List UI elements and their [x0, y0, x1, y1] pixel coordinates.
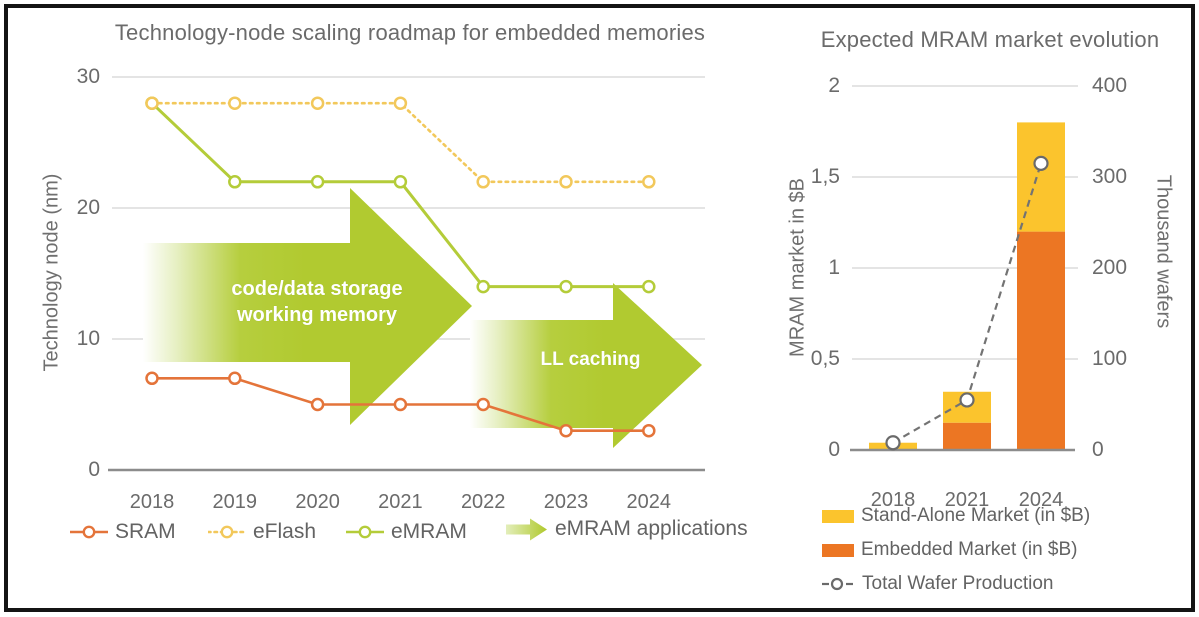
- legend-item-sram: SRAM: [70, 520, 176, 544]
- legend-item-wafer-production: Total Wafer Production: [822, 573, 1054, 595]
- wafer-production-marker-2021: [959, 392, 975, 408]
- series-emram-marker: [476, 279, 490, 294]
- right-chart-x-tick-2024: 2024: [1018, 489, 1064, 511]
- wafer-production-marker-2024: [1033, 155, 1049, 171]
- eflash-line-marker-icon: [208, 525, 246, 539]
- series-eflash-marker: [228, 96, 242, 110]
- right-chart-left-tick-0: 0: [828, 438, 840, 461]
- bar-embedded-2021: [943, 422, 991, 450]
- series-sram-marker: [393, 397, 408, 412]
- y-tick-label-0: 0: [88, 458, 100, 481]
- right-chart-right-tick-200: 200: [1092, 256, 1128, 279]
- left-chart-title: Technology-node scaling roadmap for embe…: [114, 20, 706, 45]
- series-sram-marker: [228, 371, 242, 386]
- x-tick-label-2024: 2024: [626, 491, 672, 513]
- sram-line-marker-icon: [70, 525, 108, 539]
- legend-label-stand-alone: Stand-Alone Market (in $B): [861, 505, 1091, 526]
- right-chart-right-tick-0: 0: [1092, 438, 1104, 461]
- right-chart-right-tick-100: 100: [1092, 347, 1128, 370]
- x-tick-label-2018: 2018: [129, 491, 175, 513]
- legend-label-emram: eMRAM: [391, 520, 467, 543]
- x-tick-label-2020: 2020: [295, 491, 340, 513]
- right-chart-left-tick-1: 1: [828, 256, 840, 279]
- legend-label-sram: SRAM: [115, 520, 176, 543]
- legend-item-eflash: eFlash: [208, 520, 316, 544]
- stand-alone-swatch-icon: [822, 509, 854, 523]
- y-tick-label-20: 20: [76, 196, 100, 219]
- right-chart-x-tick-2021: 2021: [944, 489, 990, 511]
- dashed-line-circle-marker-icon: [822, 577, 853, 591]
- legend-item-stand-alone: Stand-Alone Market (in $B): [822, 505, 1090, 527]
- left-chart-series: [145, 96, 656, 438]
- series-sram-marker: [145, 371, 159, 386]
- right-chart-x-tick-2018: 2018: [870, 489, 916, 511]
- series-eflash-marker: [310, 96, 325, 110]
- legend-label-emram-applications: eMRAM applications: [555, 517, 748, 540]
- emram-line-marker-icon: [346, 525, 384, 539]
- arrow-ll-caching: [470, 283, 702, 448]
- series-eflash-marker: [476, 175, 490, 189]
- series-eflash-marker: [393, 96, 408, 110]
- y-tick-label-30: 30: [76, 65, 100, 88]
- right-chart-left-tick-2: 2: [828, 74, 840, 97]
- left-chart-plot: [108, 76, 705, 472]
- right-chart-title: Expected MRAM market evolution: [820, 27, 1160, 52]
- legend-item-embedded: Embedded Market (in $B): [822, 539, 1078, 561]
- x-tick-label-2019: 2019: [212, 491, 258, 513]
- right-chart-right-tick-400: 400: [1092, 74, 1128, 97]
- green-arrow-icon: [506, 518, 547, 540]
- series-emram-marker: [642, 279, 656, 294]
- x-tick-label-2022: 2022: [460, 491, 506, 513]
- legend-label-eflash: eFlash: [253, 520, 317, 543]
- series-eflash-marker: [642, 175, 656, 189]
- series-sram-marker: [476, 397, 490, 412]
- series-emram-marker: [228, 175, 242, 189]
- series-sram-marker: [559, 423, 573, 438]
- annotation-code-data-storage: code/data storage working memory: [231, 278, 403, 326]
- wafer-production-marker-2018: [885, 435, 901, 451]
- annotation-ll-caching: LL caching: [540, 349, 641, 370]
- x-tick-label-2021: 2021: [378, 491, 423, 513]
- legend-label-wafer-production: Total Wafer Production: [862, 573, 1054, 594]
- series-sram-marker: [310, 397, 325, 412]
- arrow-code-data-storage: [143, 188, 472, 425]
- series-emram-marker: [559, 279, 573, 294]
- y-tick-label-10: 10: [76, 327, 100, 350]
- series-eflash-marker: [145, 96, 159, 110]
- right-chart-left-tick-0,5: 0,5: [810, 347, 840, 370]
- right-chart-right-tick-300: 300: [1092, 165, 1128, 188]
- right-chart-plot: [850, 85, 1078, 452]
- right-chart-left-tick-1,5: 1,5: [810, 165, 840, 188]
- legend-item-emram: eMRAM: [346, 520, 467, 544]
- right-chart-wafer-line: [885, 155, 1049, 451]
- legend-item-emram-applications: eMRAM applications: [506, 517, 748, 541]
- x-tick-label-2023: 2023: [543, 491, 589, 513]
- legend-label-embedded: Embedded Market (in $B): [861, 539, 1078, 560]
- embedded-swatch-icon: [822, 543, 854, 557]
- series-emram-marker: [393, 175, 408, 189]
- series-sram-marker: [642, 423, 656, 438]
- bar-embedded-2024: [1017, 231, 1065, 450]
- series-eflash-marker: [559, 175, 573, 189]
- series-emram-marker: [310, 175, 325, 189]
